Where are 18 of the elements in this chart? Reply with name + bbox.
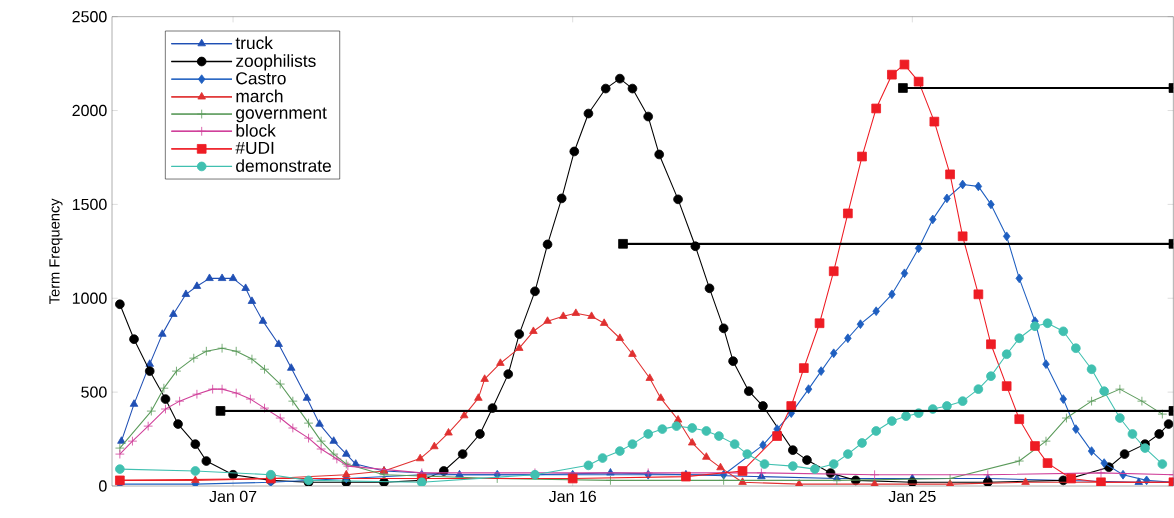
y-tick-label: 1500 — [72, 198, 107, 211]
legend-label: government — [236, 107, 327, 123]
legend-label: truck — [235, 36, 273, 50]
legend-label: zoophilists — [236, 54, 316, 71]
y-tick-label: 0 — [99, 480, 107, 492]
legend-label: #UDI — [235, 141, 274, 154]
x-tick-label: Jan 07 — [209, 490, 257, 503]
y-tick-label: 2000 — [72, 104, 107, 117]
legend-label: march — [236, 89, 283, 103]
y-tick-label: 1000 — [72, 292, 107, 304]
y-tick-label: 500 — [81, 386, 107, 398]
y-axis-title: Term Frequency — [49, 198, 63, 304]
legend-label: demonstrate — [236, 159, 331, 172]
x-tick-label: Jan 25 — [888, 490, 936, 503]
y-tick-label: 2500 — [72, 11, 107, 23]
x-tick-label: Jan 16 — [548, 490, 596, 503]
legend-label: Castro — [236, 72, 286, 85]
legend-label: block — [236, 123, 276, 137]
